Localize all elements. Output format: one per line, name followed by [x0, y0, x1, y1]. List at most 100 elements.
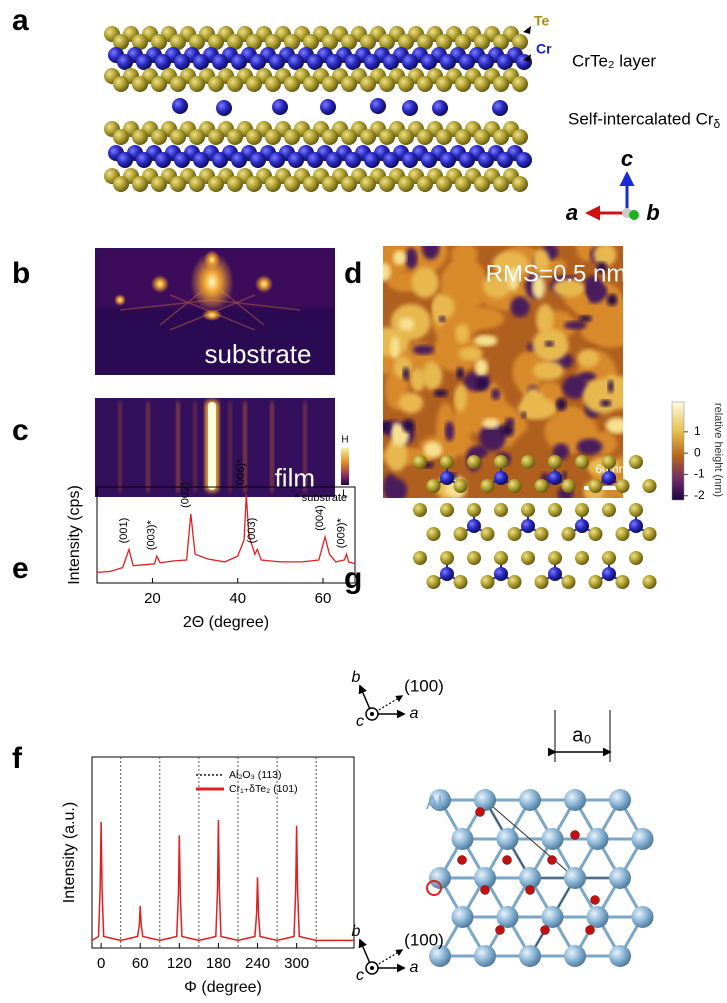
atom — [616, 575, 630, 589]
atom — [521, 551, 535, 565]
terrace — [445, 421, 454, 441]
atom — [548, 471, 562, 485]
atom — [170, 129, 186, 145]
terrace — [607, 294, 618, 306]
atom — [562, 479, 576, 493]
panel-label: d — [344, 257, 362, 290]
atom — [364, 54, 380, 70]
atom — [562, 527, 576, 541]
atom — [632, 906, 654, 928]
terrace — [491, 388, 500, 400]
peak-label: (003) — [246, 518, 258, 544]
axis-label: c — [356, 967, 364, 984]
panel-label: a — [12, 4, 29, 37]
peak-label: (006)* — [235, 458, 247, 489]
atom — [467, 551, 481, 565]
atom — [452, 906, 474, 928]
x-tick-label: 40 — [229, 590, 246, 607]
atom — [113, 76, 129, 92]
terrace — [390, 336, 399, 359]
axis-out-dot — [370, 966, 374, 970]
atom — [417, 76, 433, 92]
diffraction-streak — [193, 402, 197, 492]
oxygen — [526, 886, 535, 895]
atom — [519, 945, 541, 967]
atom — [440, 503, 454, 517]
atom — [212, 152, 228, 168]
atom — [322, 129, 338, 145]
atom — [227, 76, 243, 92]
atom — [548, 503, 562, 517]
atom — [440, 567, 454, 581]
atom — [413, 503, 427, 517]
atom — [402, 152, 418, 168]
oxygen — [541, 926, 550, 935]
atom — [436, 129, 452, 145]
colorbar-tick-label: 1 — [694, 424, 701, 438]
terrace — [510, 296, 529, 317]
atom — [481, 527, 495, 541]
y-axis-label: Intensity (cps) — [66, 485, 83, 585]
atom — [512, 76, 528, 92]
atom — [288, 152, 304, 168]
terrace — [384, 474, 397, 498]
atom — [454, 479, 468, 493]
atom — [326, 54, 342, 70]
atom — [208, 76, 224, 92]
terrace — [391, 422, 402, 445]
oxygen — [458, 856, 467, 865]
atom — [459, 152, 475, 168]
atom — [341, 176, 357, 192]
atom — [284, 76, 300, 92]
terrace — [434, 389, 448, 397]
terrace — [564, 321, 587, 330]
oxygen — [496, 926, 505, 935]
atom — [379, 176, 395, 192]
atom — [494, 471, 508, 485]
diffraction-streak — [228, 402, 232, 492]
atom — [436, 176, 452, 192]
atom — [216, 100, 232, 116]
terrace — [405, 248, 418, 270]
atom — [265, 129, 281, 145]
atom — [189, 76, 205, 92]
atom — [265, 76, 281, 92]
atom — [454, 575, 468, 589]
atom — [493, 176, 509, 192]
y-axis-label: Intensity (a.u.) — [61, 802, 78, 903]
atom — [172, 98, 188, 114]
element-label: Al — [426, 793, 442, 813]
atom — [427, 479, 441, 493]
axis-dot — [629, 210, 639, 220]
atom — [512, 129, 528, 145]
atom — [427, 527, 441, 541]
orientation-label: (100) — [404, 930, 444, 949]
atom — [521, 455, 535, 469]
atom — [440, 551, 454, 565]
terrace — [500, 424, 514, 437]
atom — [151, 129, 167, 145]
atom — [170, 76, 186, 92]
terrace — [377, 421, 390, 432]
atom — [497, 828, 519, 850]
atom — [303, 176, 319, 192]
atom — [174, 54, 190, 70]
atom — [364, 152, 380, 168]
terrace — [399, 317, 414, 331]
atom — [436, 76, 452, 92]
atom — [564, 945, 586, 967]
axis-label: a — [410, 705, 419, 722]
atom — [474, 945, 496, 967]
plot-frame — [92, 757, 354, 948]
terrace — [600, 400, 611, 407]
label: b — [646, 200, 659, 225]
axis-out-dot — [370, 712, 374, 716]
atom — [303, 76, 319, 92]
page: { "panels": ["a", "b", "c", "d", "e", "f… — [0, 0, 727, 1003]
atom — [170, 176, 186, 192]
atom — [272, 99, 288, 115]
atom — [602, 551, 616, 565]
legend-label: Al₂O₃ (113) — [229, 769, 282, 781]
atom — [402, 100, 418, 116]
label: RMS=0.5 nm — [486, 260, 627, 287]
